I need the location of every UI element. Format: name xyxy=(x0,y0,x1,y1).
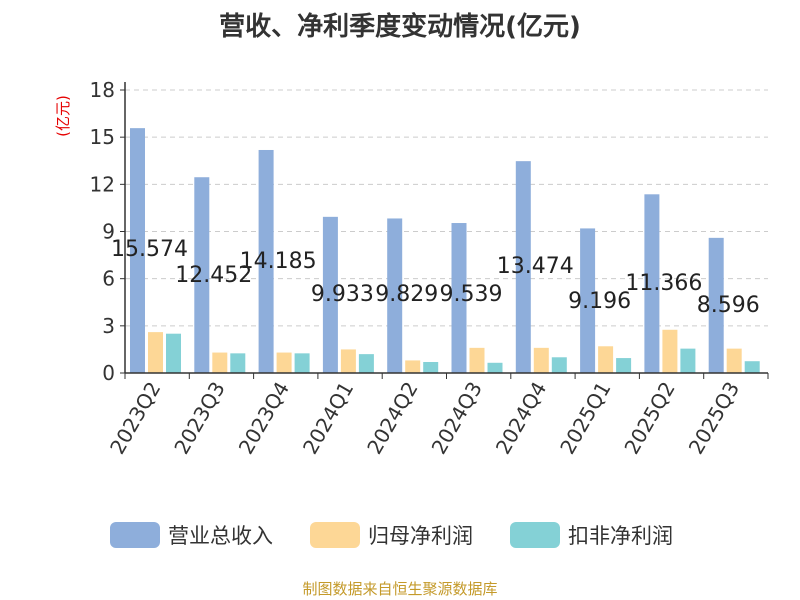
bar-营业总收入-2023Q3 xyxy=(194,177,210,373)
bar-归母净利润-2024Q4 xyxy=(533,347,549,373)
gridlines xyxy=(125,89,768,327)
bar-扣非净利润-2023Q3 xyxy=(230,353,246,373)
legend-swatch xyxy=(510,522,560,548)
x-tick-label: 2023Q3 xyxy=(169,378,229,459)
data-label: 9.933 xyxy=(311,282,374,307)
x-tick-label: 2024Q4 xyxy=(491,378,551,459)
bar-营业总收入-2024Q3 xyxy=(451,223,467,373)
bar-营业总收入-2024Q1 xyxy=(322,216,338,373)
x-tick-label: 2024Q1 xyxy=(298,378,358,459)
legend-label: 扣非净利润 xyxy=(568,524,673,548)
x-tick-label: 2024Q3 xyxy=(427,378,487,459)
bar-扣非净利润-2023Q2 xyxy=(166,333,181,373)
bar-扣非净利润-2025Q1 xyxy=(616,358,632,373)
bar-扣非净利润-2024Q4 xyxy=(551,357,567,373)
bar-营业总收入-2023Q4 xyxy=(258,149,274,373)
data-label: 15.574 xyxy=(111,237,188,262)
x-tick-label: 2023Q2 xyxy=(105,378,165,459)
bar-营业总收入-2024Q4 xyxy=(515,161,531,373)
legend-item-营业总收入[interactable]: 营业总收入 xyxy=(110,522,273,548)
y-tick-label: 6 xyxy=(102,267,115,291)
y-tick-label: 3 xyxy=(102,314,115,338)
bar-营业总收入-2025Q1 xyxy=(580,228,596,373)
legend-swatch xyxy=(310,522,360,548)
bar-归母净利润-2024Q1 xyxy=(340,349,356,373)
data-label: 12.452 xyxy=(175,263,252,288)
bar-扣非净利润-2025Q3 xyxy=(744,361,760,373)
bar-归母净利润-2023Q4 xyxy=(276,352,292,373)
data-label: 9.829 xyxy=(375,282,438,307)
legend-item-扣非净利润[interactable]: 扣非净利润 xyxy=(510,522,673,548)
bar-归母净利润-2023Q2 xyxy=(148,332,163,373)
source-note: 制图数据来自恒生聚源数据库 xyxy=(302,580,498,598)
data-label: 14.185 xyxy=(240,249,317,274)
bar-扣非净利润-2024Q2 xyxy=(423,361,439,373)
y-tick-label: 0 xyxy=(102,361,115,385)
bar-扣非净利润-2023Q4 xyxy=(294,353,310,373)
chart-title: 营收、净利季度变动情况(亿元) xyxy=(219,12,581,42)
bars xyxy=(130,128,760,373)
data-label: 9.539 xyxy=(440,282,503,307)
data-label: 11.366 xyxy=(625,271,702,296)
bar-归母净利润-2025Q2 xyxy=(662,329,678,373)
bar-扣非净利润-2024Q3 xyxy=(487,362,503,373)
bar-营业总收入-2025Q3 xyxy=(708,237,724,373)
bar-归母净利润-2024Q2 xyxy=(405,360,421,373)
bar-扣非净利润-2025Q2 xyxy=(680,348,696,373)
x-tick-label: 2025Q3 xyxy=(684,378,744,459)
legend-swatch xyxy=(110,522,160,548)
bar-营业总收入-2025Q2 xyxy=(644,194,660,373)
x-tick-label: 2023Q4 xyxy=(234,378,294,459)
bar-归母净利润-2025Q3 xyxy=(726,348,742,373)
bar-扣非净利润-2024Q1 xyxy=(358,354,374,373)
data-label: 8.596 xyxy=(697,293,760,318)
legend-item-归母净利润[interactable]: 归母净利润 xyxy=(310,522,473,548)
data-label: 9.196 xyxy=(568,289,631,314)
x-tick-label: 2025Q1 xyxy=(555,378,615,459)
bar-归母净利润-2023Q3 xyxy=(212,352,228,373)
legend-label: 归母净利润 xyxy=(368,524,473,548)
data-label: 13.474 xyxy=(497,254,574,279)
legend[interactable]: 营业总收入 归母净利润 扣非净利润 xyxy=(110,522,673,548)
y-tick-label: 12 xyxy=(90,172,115,196)
bar-归母净利润-2024Q3 xyxy=(469,347,485,373)
bar-营业总收入-2024Q2 xyxy=(387,218,403,373)
y-tick-label: 9 xyxy=(102,220,115,244)
x-tick-label: 2025Q2 xyxy=(619,378,679,459)
legend-label: 营业总收入 xyxy=(168,524,273,548)
bar-归母净利润-2025Q1 xyxy=(598,346,614,373)
y-tick-label: 18 xyxy=(90,78,115,102)
y-tick-label: 15 xyxy=(90,125,115,149)
bar-营业总收入-2023Q2 xyxy=(130,128,145,373)
y-unit-label: (亿元) xyxy=(54,95,72,137)
x-tick-label: 2024Q2 xyxy=(362,378,422,459)
